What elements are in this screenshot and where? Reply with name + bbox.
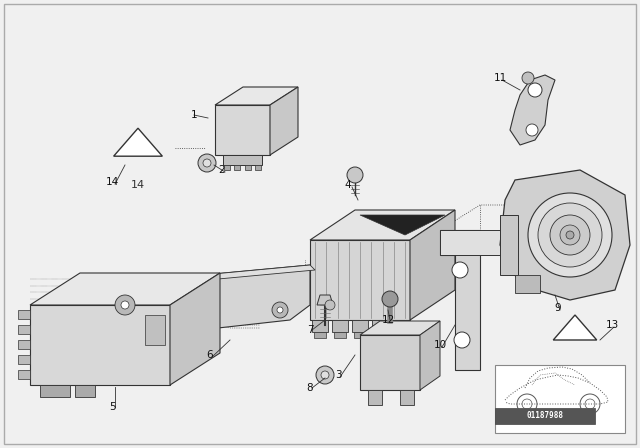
Polygon shape — [310, 240, 410, 320]
Polygon shape — [95, 265, 310, 330]
Bar — [18, 370, 30, 379]
Polygon shape — [215, 105, 270, 155]
Text: 3: 3 — [335, 370, 341, 380]
Circle shape — [566, 231, 574, 239]
Circle shape — [382, 291, 398, 307]
Bar — [515, 275, 540, 293]
Bar — [255, 165, 261, 170]
Bar — [234, 165, 241, 170]
Polygon shape — [410, 210, 455, 320]
Bar — [312, 320, 328, 332]
Polygon shape — [510, 75, 555, 145]
Bar — [75, 385, 95, 397]
Bar — [400, 390, 414, 405]
Circle shape — [198, 154, 216, 172]
Polygon shape — [360, 321, 440, 335]
Polygon shape — [500, 170, 630, 300]
Bar — [495, 365, 625, 433]
Circle shape — [347, 167, 363, 183]
Circle shape — [560, 225, 580, 245]
Bar — [244, 165, 251, 170]
Text: 14: 14 — [106, 177, 118, 187]
Circle shape — [452, 262, 468, 278]
Polygon shape — [30, 305, 170, 385]
Circle shape — [316, 366, 334, 384]
Text: 01187988: 01187988 — [527, 412, 563, 421]
Circle shape — [454, 332, 470, 348]
Polygon shape — [317, 295, 333, 305]
Text: 4: 4 — [345, 180, 351, 190]
Bar — [18, 355, 30, 364]
Bar — [500, 215, 518, 275]
Circle shape — [203, 159, 211, 167]
Bar — [40, 385, 70, 397]
Polygon shape — [440, 230, 480, 370]
Bar — [18, 340, 30, 349]
Bar — [18, 325, 30, 334]
Text: 10: 10 — [433, 340, 447, 350]
Bar — [354, 332, 366, 338]
Bar — [495, 408, 595, 424]
Bar — [314, 332, 326, 338]
Circle shape — [272, 302, 288, 318]
Bar — [368, 390, 382, 405]
Text: 1: 1 — [191, 110, 197, 120]
Circle shape — [538, 203, 602, 267]
Polygon shape — [114, 128, 163, 156]
Bar — [145, 315, 165, 345]
Circle shape — [528, 83, 542, 97]
Circle shape — [526, 124, 538, 136]
Bar — [334, 332, 346, 338]
Polygon shape — [215, 87, 298, 105]
Polygon shape — [420, 321, 440, 390]
Polygon shape — [223, 155, 262, 165]
Circle shape — [321, 371, 329, 379]
Bar — [352, 320, 368, 332]
Text: 12: 12 — [381, 315, 395, 325]
Bar — [394, 332, 406, 338]
Bar — [224, 165, 230, 170]
Polygon shape — [75, 285, 95, 315]
Polygon shape — [170, 273, 220, 385]
Bar — [374, 332, 386, 338]
Text: 8: 8 — [307, 383, 314, 393]
Text: 13: 13 — [605, 320, 619, 330]
Bar — [392, 320, 408, 332]
Bar — [372, 320, 388, 332]
Text: 6: 6 — [207, 350, 213, 360]
Polygon shape — [30, 273, 220, 305]
Bar — [332, 320, 348, 332]
Circle shape — [528, 193, 612, 277]
Text: 5: 5 — [109, 402, 115, 412]
Polygon shape — [310, 210, 455, 240]
Text: 7: 7 — [307, 325, 314, 335]
Polygon shape — [553, 315, 596, 340]
Polygon shape — [360, 335, 420, 390]
Circle shape — [522, 72, 534, 84]
Text: 9: 9 — [555, 303, 561, 313]
Text: 14: 14 — [131, 180, 145, 190]
Polygon shape — [360, 215, 445, 235]
Polygon shape — [270, 87, 298, 155]
Circle shape — [550, 215, 590, 255]
Polygon shape — [95, 265, 315, 290]
Circle shape — [115, 295, 135, 315]
Bar — [18, 310, 30, 319]
Text: 11: 11 — [493, 73, 507, 83]
Circle shape — [277, 307, 283, 313]
Text: 2: 2 — [219, 165, 225, 175]
Circle shape — [325, 300, 335, 310]
Circle shape — [121, 301, 129, 309]
Polygon shape — [440, 230, 520, 255]
